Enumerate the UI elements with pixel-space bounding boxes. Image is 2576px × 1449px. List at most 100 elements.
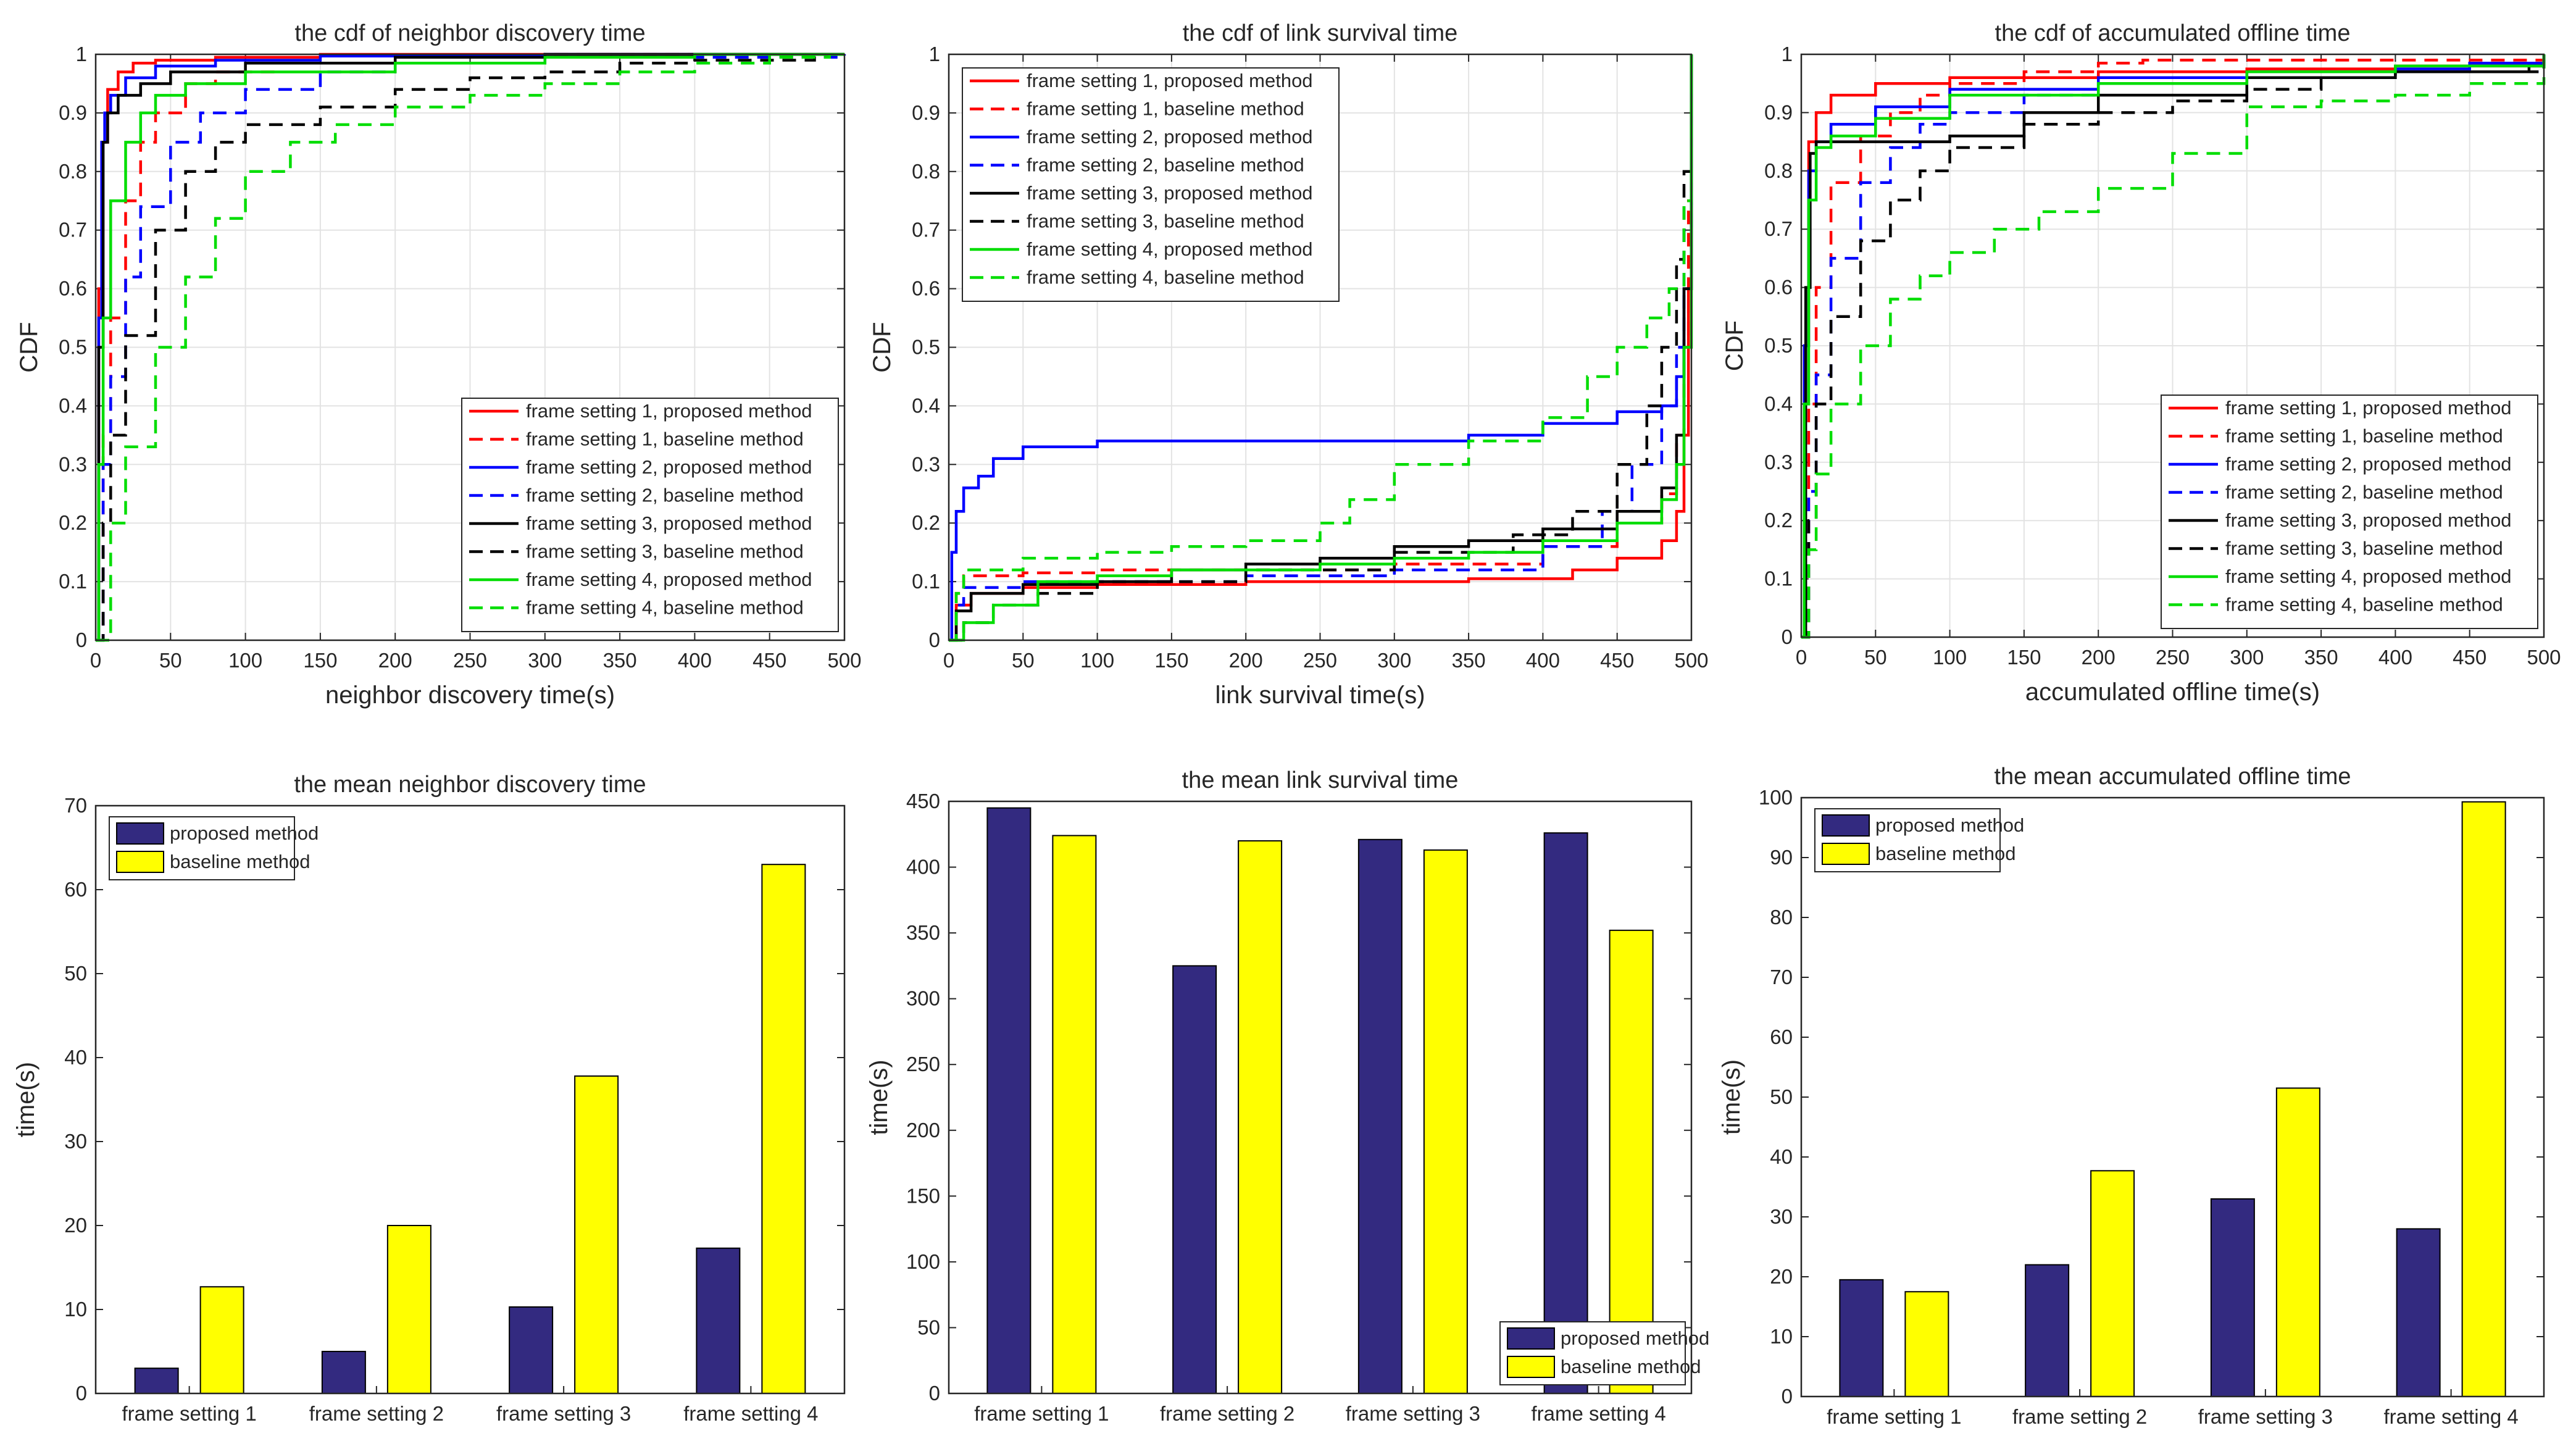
bar xyxy=(1172,965,1217,1394)
legend-swatch xyxy=(116,851,164,873)
y-tick-label: 0.8 xyxy=(912,160,940,183)
legend-swatch xyxy=(1507,1327,1555,1350)
series-line xyxy=(96,52,844,642)
y-tick-label: 30 xyxy=(64,1130,87,1153)
y-axis-label: time(s) xyxy=(865,1059,893,1135)
y-tick-label: 1 xyxy=(1782,43,1793,65)
legend-entry: baseline method xyxy=(1875,843,2016,864)
y-tick-label: 0 xyxy=(1782,625,1793,648)
bar xyxy=(1423,849,1468,1394)
x-tick-label: 250 xyxy=(2156,646,2190,669)
y-tick-label: 0 xyxy=(929,1382,940,1405)
bar xyxy=(509,1306,554,1394)
bar xyxy=(199,1286,244,1395)
panel-title: the cdf of accumulated offline time xyxy=(1995,20,2351,46)
bar xyxy=(696,1247,741,1394)
x-tick-label: frame setting 2 xyxy=(309,1402,444,1425)
x-axis-label: neighbor discovery time(s) xyxy=(325,682,615,709)
legend-swatch xyxy=(1822,843,1870,865)
x-tick-label: 350 xyxy=(2304,646,2338,669)
series-line xyxy=(1801,60,2546,639)
panel-title: the cdf of neighbor discovery time xyxy=(294,20,645,46)
y-tick-label: 350 xyxy=(906,921,940,944)
x-tick-label: frame setting 1 xyxy=(1827,1405,1961,1428)
y-tick-label: 70 xyxy=(64,794,87,817)
bar xyxy=(2025,1264,2070,1398)
y-tick-label: 30 xyxy=(1770,1205,1793,1228)
y-tick-label: 0.3 xyxy=(912,453,940,475)
y-tick-label: 400 xyxy=(906,856,940,879)
y-tick-label: 0.5 xyxy=(1764,334,1793,357)
bar xyxy=(1238,840,1283,1394)
y-tick-label: 0.5 xyxy=(59,336,87,359)
panel-title: the mean link survival time xyxy=(1182,767,1459,793)
y-tick-label: 0.4 xyxy=(59,394,87,417)
y-tick-label: 60 xyxy=(1770,1025,1793,1048)
legend-entry: frame setting 2, proposed method xyxy=(2225,453,2512,475)
bar xyxy=(1839,1279,1884,1398)
legend-entry: frame setting 4, baseline method xyxy=(2225,594,2503,616)
y-tick-label: 0.1 xyxy=(59,570,87,593)
legend-entry: frame setting 4, baseline method xyxy=(526,597,804,619)
bar xyxy=(2090,1170,2135,1398)
legend: frame setting 1, proposed method frame se… xyxy=(962,67,1340,302)
x-tick-label: frame setting 1 xyxy=(974,1402,1109,1425)
x-tick-label: 450 xyxy=(1600,649,1634,672)
x-tick-label: 250 xyxy=(453,649,487,672)
x-tick-label: 100 xyxy=(1933,646,1967,669)
x-tick-label: 250 xyxy=(1303,649,1337,672)
y-tick-label: 1 xyxy=(929,43,940,65)
legend-entry: proposed method xyxy=(1875,814,2024,836)
y-tick-label: 0.8 xyxy=(1764,159,1793,182)
axes-frame xyxy=(948,53,1693,641)
y-tick-label: 1 xyxy=(76,43,87,65)
y-tick-label: 40 xyxy=(64,1046,87,1069)
series-line xyxy=(96,54,846,642)
y-tick-label: 0.7 xyxy=(912,219,940,241)
mean-neighbor-discovery-panel: the mean neighbor discovery time time(s)… xyxy=(12,772,846,1425)
y-tick-label: 20 xyxy=(64,1214,87,1237)
y-tick-label: 0.6 xyxy=(912,277,940,300)
x-tick-label: frame setting 4 xyxy=(683,1402,818,1425)
y-tick-label: 10 xyxy=(64,1298,87,1321)
axes-frame xyxy=(94,804,846,1395)
panel-title: the cdf of link survival time xyxy=(1183,20,1458,46)
bar xyxy=(1357,838,1403,1394)
y-axis-label: CDF xyxy=(15,322,43,372)
y-tick-label: 0 xyxy=(76,1382,87,1405)
y-tick-label: 50 xyxy=(64,962,87,985)
y-tick-label: 0.2 xyxy=(59,511,87,534)
x-tick-label: 0 xyxy=(90,649,101,672)
legend-entry: frame setting 1, baseline method xyxy=(2225,425,2503,447)
y-tick-label: 0.6 xyxy=(1764,276,1793,299)
x-tick-label: 50 xyxy=(159,649,182,672)
y-tick-label: 20 xyxy=(1770,1265,1793,1288)
x-tick-label: 200 xyxy=(378,649,412,672)
y-tick-label: 100 xyxy=(906,1250,940,1273)
x-tick-label: 500 xyxy=(827,649,861,672)
legend-entry: frame setting 3, proposed method xyxy=(526,512,812,534)
x-axis-label: link survival time(s) xyxy=(1215,682,1425,709)
axes-frame xyxy=(1800,796,2545,1398)
legend-entry: frame setting 4, proposed method xyxy=(2225,566,2512,587)
legend-entry: frame setting 1, baseline method xyxy=(526,428,804,450)
legend-entry: baseline method xyxy=(1561,1356,1701,1377)
x-tick-label: 300 xyxy=(528,649,562,672)
y-tick-label: 0.5 xyxy=(912,336,940,359)
legend: frame setting 1, proposed method frame se… xyxy=(2161,395,2538,629)
y-tick-label: 0.1 xyxy=(912,570,940,593)
y-axis-label: time(s) xyxy=(1718,1059,1745,1135)
legend-entry: frame setting 4, proposed method xyxy=(526,569,812,590)
legend-swatch xyxy=(1507,1356,1555,1378)
x-tick-label: frame setting 2 xyxy=(1160,1402,1294,1425)
x-tick-label: frame setting 4 xyxy=(1531,1402,1665,1425)
panel-title: the mean accumulated offline time xyxy=(1994,764,2351,790)
x-tick-label: 300 xyxy=(2230,646,2264,669)
legend-box xyxy=(962,67,1340,302)
legend: proposed method baseline method xyxy=(109,816,319,880)
legend-entry: frame setting 3, baseline method xyxy=(1027,211,1304,232)
legend-box xyxy=(461,398,839,632)
series-line xyxy=(1801,54,2546,639)
axes-frame xyxy=(1800,53,2545,638)
x-tick-label: 50 xyxy=(1864,646,1887,669)
